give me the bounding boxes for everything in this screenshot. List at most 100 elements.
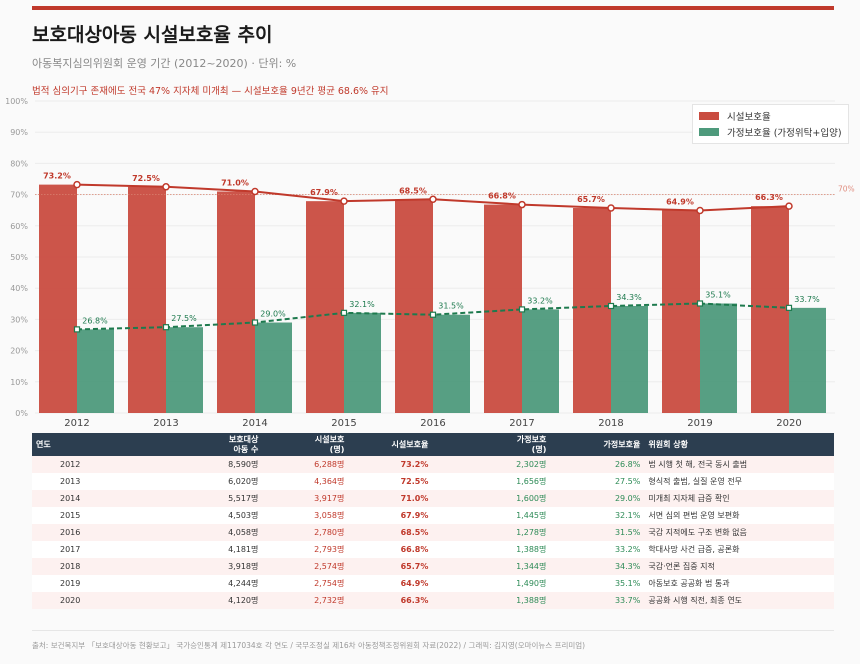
point-family (696, 300, 704, 307)
source-text: 출처: 보건복지부 「보호대상아동 현황보고」 국가승인통계 제117034호 … (32, 641, 586, 650)
table-cell: 26.8% (550, 456, 645, 473)
bar-family (789, 307, 826, 413)
table-cell: 2019 (32, 575, 85, 592)
table-cell: 국감·언론 집중 지적 (644, 558, 834, 575)
point-facility (340, 197, 348, 205)
point-family (785, 304, 793, 311)
y-tick-label: 70% (10, 191, 28, 200)
y-tick-label: 80% (10, 159, 28, 168)
table-cell: 66.3% (348, 592, 433, 609)
data-label: 29.0% (260, 310, 286, 319)
table-cell: 서면 심의 편법 운영 보편화 (644, 507, 834, 524)
bar-family (255, 322, 292, 413)
point-family (73, 326, 81, 333)
y-tick-label: 40% (10, 284, 28, 293)
table-cell: 35.1% (550, 575, 645, 592)
table-row: 2020 4,120명 2,732명 66.3% 1,388명 33.7% 공공화 시행 직… (32, 592, 834, 609)
page-title: 보호대상아동 시설보호율 추이 (32, 24, 273, 46)
bar-facility (484, 204, 522, 413)
y-tick-label: 60% (10, 222, 28, 231)
table-cell: 66.8% (348, 541, 433, 558)
table-cell: 32.1% (550, 507, 645, 524)
bar-family (700, 303, 737, 413)
data-label: 66.3% (755, 193, 783, 202)
bar-facility (217, 191, 255, 413)
table-cell: 2014 (32, 490, 85, 507)
column-header: 가정보호율 (550, 433, 645, 456)
table-row: 2014 5,517명 3,917명 71.0% 1,600명 29.0% 미개최 지자체 … (32, 490, 834, 507)
x-tick-label: 2020 (776, 418, 801, 429)
legend-swatch (699, 112, 719, 120)
data-label: 27.5% (171, 314, 197, 323)
table-cell: 4,503명 (84, 507, 263, 524)
top-accent-bar (32, 6, 834, 10)
bar-family (433, 314, 470, 413)
table-cell: 2017 (32, 541, 85, 558)
data-label: 73.2% (43, 172, 71, 181)
table-cell: 형식적 출범, 실질 운영 전무 (644, 473, 834, 490)
data-label: 26.8% (82, 316, 108, 325)
x-tick-label: 2016 (420, 418, 445, 429)
point-family (429, 311, 437, 318)
legend-swatch (699, 128, 719, 136)
table-cell: 64.9% (348, 575, 433, 592)
x-tick-label: 2019 (687, 418, 712, 429)
y-tick-label: 90% (10, 128, 28, 137)
point-facility (785, 202, 793, 210)
table-row: 2019 4,244명 2,754명 64.9% 1,490명 35.1% 아동보호 공공화… (32, 575, 834, 592)
data-label: 33.7% (794, 295, 820, 304)
table-cell: 65.7% (348, 558, 433, 575)
table-cell: 2,780명 (262, 524, 349, 541)
data-label: 68.5% (399, 186, 427, 195)
table-cell: 2020 (32, 592, 85, 609)
table-cell: 4,364명 (262, 473, 349, 490)
y-tick-label: 50% (10, 253, 28, 262)
point-family (518, 306, 526, 313)
bar-facility (306, 201, 344, 413)
y-tick-label: 10% (10, 378, 28, 387)
data-label: 71.0% (221, 178, 249, 187)
table-cell: 4,120명 (84, 592, 263, 609)
y-tick-label: 0% (15, 409, 28, 418)
table-cell: 아동보호 공공화 법 통과 (644, 575, 834, 592)
table-row: 2016 4,058명 2,780명 68.5% 1,278명 31.5% 국감 지적에도 … (32, 524, 834, 541)
table-cell: 1,600명 (432, 490, 551, 507)
table-cell: 31.5% (550, 524, 645, 541)
column-header: 시설보호 (명) (262, 433, 349, 456)
table-cell: 68.5% (348, 524, 433, 541)
column-header: 위원회 상황 (644, 433, 834, 456)
point-facility (73, 180, 81, 189)
table-row: 2012 8,590명 6,288명 73.2% 2,302명 26.8% 법 시행 첫 해… (32, 456, 834, 473)
table-cell: 1,388명 (432, 541, 551, 558)
bar-facility (751, 206, 789, 413)
table-cell: 2,574명 (262, 558, 349, 575)
x-tick-label: 2013 (153, 418, 178, 429)
bar-facility (395, 199, 433, 413)
reference-label: 70% (838, 185, 855, 194)
column-header: 시설보호율 (348, 433, 433, 456)
table-cell: 2,793명 (262, 541, 349, 558)
table-cell: 33.2% (550, 541, 645, 558)
table-row: 2018 3,918명 2,574명 65.7% 1,344명 34.3% 국감·언론 집중… (32, 558, 834, 575)
table-cell: 6,020명 (84, 473, 263, 490)
table-cell: 1,490명 (432, 575, 551, 592)
x-tick-label: 2018 (598, 418, 623, 429)
table-cell: 법 시행 첫 해, 전국 동시 출범 (644, 456, 834, 473)
bar-family (77, 329, 114, 413)
bar-family (611, 305, 648, 413)
table-cell: 1,388명 (432, 592, 551, 609)
point-family (607, 302, 615, 310)
bar-family (344, 312, 381, 413)
table-cell: 4,181명 (84, 541, 263, 558)
table-cell: 학대사망 사건 급증, 공론화 (644, 541, 834, 558)
table-cell: 2013 (32, 473, 85, 490)
bar-facility (39, 184, 77, 413)
table-cell: 4,244명 (84, 575, 263, 592)
table-row: 2015 4,503명 3,058명 67.9% 1,445명 32.1% 서면 심의 편법… (32, 507, 834, 524)
table-cell: 8,590명 (84, 456, 263, 473)
table-cell: 2018 (32, 558, 85, 575)
table-cell: 3,917명 (262, 490, 349, 507)
bar-facility (128, 186, 166, 413)
y-tick-label: 100% (5, 97, 28, 106)
